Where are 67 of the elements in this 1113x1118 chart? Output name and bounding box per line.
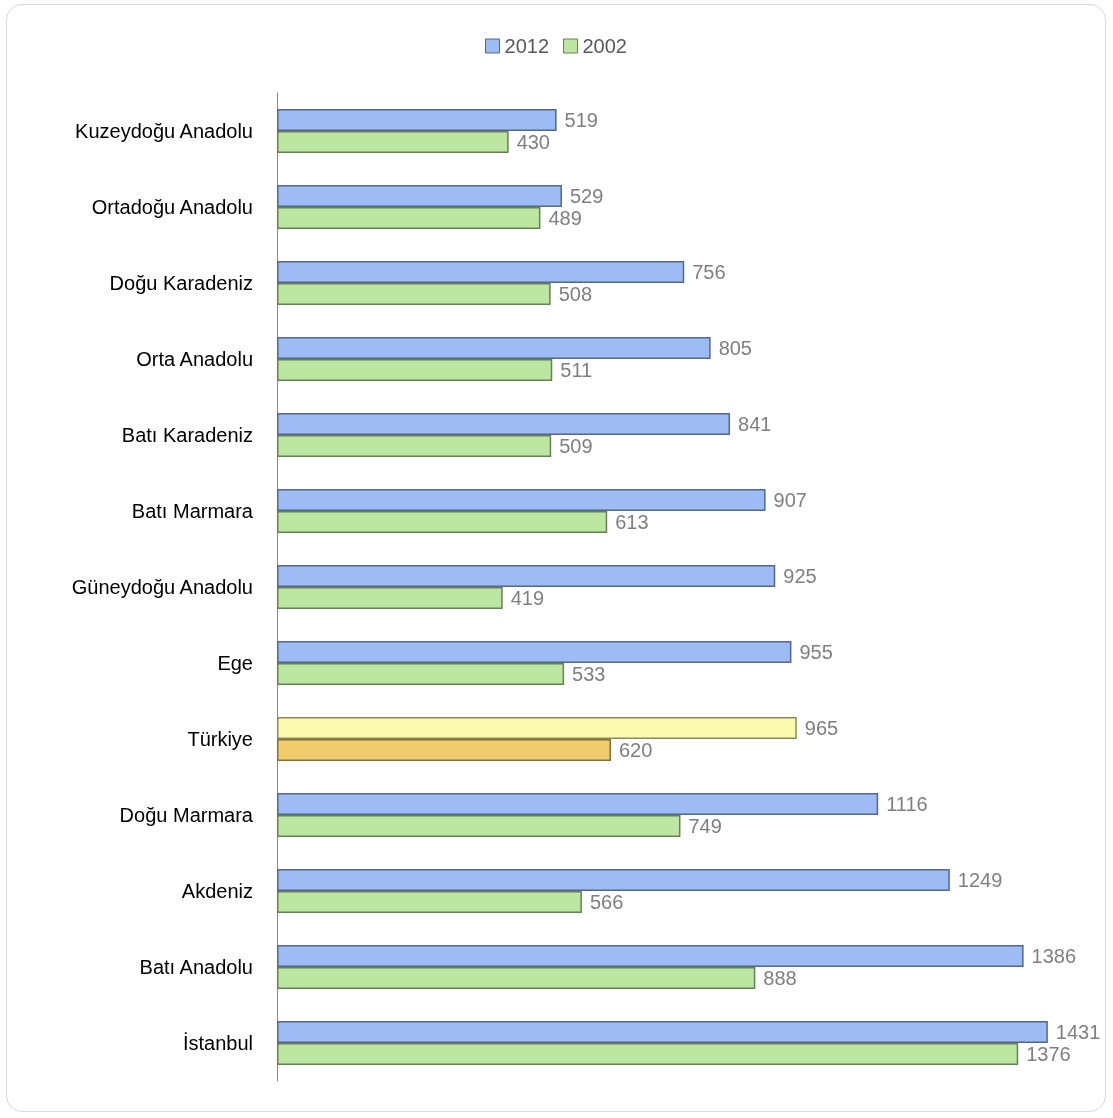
y-tick-label: Güneydoğu Anadolu — [71, 576, 253, 598]
bar — [277, 945, 1024, 967]
data-label: 489 — [548, 207, 582, 229]
data-label: 955 — [799, 641, 833, 663]
bar — [277, 663, 565, 685]
bar — [277, 1021, 1048, 1043]
data-label: 841 — [738, 413, 772, 435]
data-label: 1376 — [1026, 1043, 1071, 1065]
y-tick-label: Kuzeydoğu Anadolu — [75, 120, 253, 142]
y-tick-label: Ege — [217, 652, 253, 674]
bar — [277, 283, 551, 305]
bar — [277, 131, 509, 153]
data-label: 805 — [718, 337, 752, 359]
y-tick-label: Orta Anadolu — [136, 348, 253, 370]
data-label: 1386 — [1031, 945, 1077, 967]
bar — [277, 489, 766, 511]
y-tick-label: Doğu Marmara — [119, 804, 254, 826]
bar — [277, 869, 950, 891]
data-label: 1431 — [1055, 1021, 1101, 1043]
legend-label: 2012 — [504, 35, 550, 57]
data-label: 888 — [763, 967, 797, 989]
bar — [277, 739, 611, 761]
data-label: 925 — [783, 565, 817, 587]
bar — [277, 359, 553, 381]
bar — [277, 891, 582, 913]
data-label: 566 — [589, 891, 624, 913]
legend-label: 2002 — [582, 35, 627, 57]
y-tick-label: Akdeniz — [181, 880, 253, 902]
y-tick-label: İstanbul — [182, 1032, 253, 1054]
data-label: 419 — [510, 587, 545, 609]
data-label: 519 — [564, 109, 598, 131]
bar — [277, 435, 552, 457]
y-tick-label: Batı Anadolu — [139, 956, 253, 978]
y-tick-label: Ortadoğu Anadolu — [91, 196, 253, 218]
y-tick-label: Batı Karadeniz — [121, 424, 253, 446]
bar — [277, 511, 608, 533]
y-tick-label: Batı Marmara — [131, 500, 254, 522]
data-label: 749 — [688, 815, 722, 837]
bar — [277, 261, 685, 283]
bar — [277, 109, 557, 131]
bar — [277, 641, 792, 663]
data-label: 430 — [516, 131, 550, 153]
bar — [277, 565, 776, 587]
y-tick-label: Doğu Karadeniz — [109, 272, 253, 294]
data-label: 1116 — [886, 793, 928, 815]
bar — [277, 967, 756, 989]
data-label: 620 — [618, 739, 653, 761]
data-label: 613 — [615, 511, 649, 533]
bar — [277, 185, 562, 207]
data-label: 529 — [569, 185, 604, 207]
bar — [277, 413, 731, 435]
bar — [277, 1043, 1019, 1065]
data-label: 508 — [558, 283, 593, 305]
data-label: 756 — [692, 261, 726, 283]
data-label: 509 — [559, 435, 593, 457]
data-label: 533 — [572, 663, 606, 685]
data-label: 907 — [773, 489, 807, 511]
bar — [277, 587, 503, 609]
data-label: 1249 — [957, 869, 1003, 891]
bar — [277, 793, 879, 815]
bar — [277, 207, 541, 229]
y-tick-label: Türkiye — [187, 728, 253, 750]
data-label: 511 — [560, 359, 593, 381]
bar — [277, 815, 681, 837]
bar — [277, 717, 797, 739]
data-label: 965 — [804, 717, 839, 739]
bar — [277, 337, 711, 359]
